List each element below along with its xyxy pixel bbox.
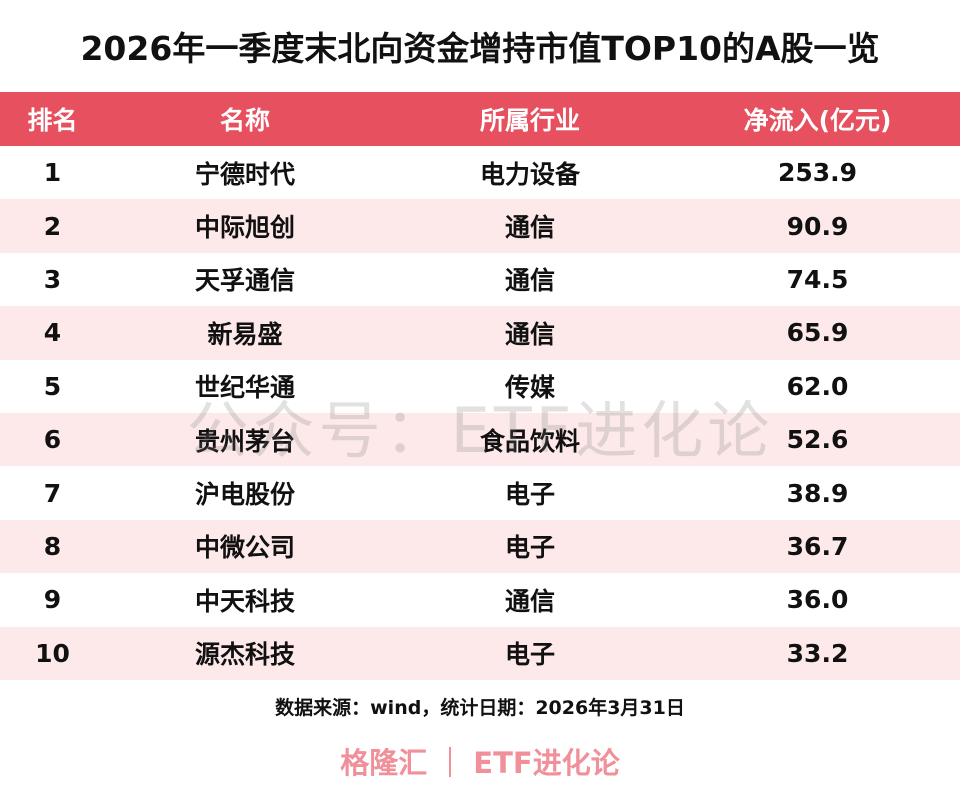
- table-row: 4 新易盛 通信 65.9: [0, 306, 960, 360]
- table-cell: 电子: [504, 480, 555, 510]
- separator: [449, 747, 452, 777]
- table-cell: 中天科技: [194, 586, 295, 616]
- footer-brand: 格隆汇: [340, 746, 428, 780]
- table-cell: 中际旭创: [194, 213, 295, 243]
- footer-account: ETF进化论: [473, 746, 620, 780]
- table-cell: 通信: [504, 266, 555, 296]
- table-row: 7 沪电股份 电子 38.9: [0, 466, 960, 519]
- table-cell: 沪电股份: [194, 480, 295, 510]
- table-cell: 中微公司: [194, 533, 295, 563]
- table-cell: 新易盛: [207, 319, 283, 349]
- table-cell: 8: [43, 531, 62, 561]
- table-cell: 38.9: [786, 478, 849, 508]
- table-cell: 90.9: [786, 211, 849, 241]
- table-cell: 通信: [504, 586, 555, 616]
- title: 2026年一季度末北向资金增持市值TOP10的A股一览: [80, 29, 880, 68]
- table-cell: 3: [43, 264, 62, 294]
- table-header: 排名 名称 所属行业 净流入(亿元): [0, 92, 960, 146]
- table-row: 3 天孚通信 通信 74.5: [0, 253, 960, 306]
- table-cell: 通信: [504, 319, 555, 349]
- table-cell: 4: [43, 318, 62, 348]
- table-cell: 天孚通信: [194, 266, 295, 296]
- table-cell: 62.0: [786, 371, 849, 401]
- table-row: 5 世纪华通 传媒 62.0: [0, 360, 960, 413]
- table-cell: 253.9: [777, 158, 858, 188]
- table-cell: 10: [35, 638, 70, 668]
- column-header: 排名: [27, 106, 78, 135]
- table-row: 6 贵州茅台 食品饮料 52.6: [0, 412, 960, 467]
- column-header: 净流入(亿元): [743, 106, 892, 135]
- table-row: 1 宁德时代 电力设备 253.9: [0, 146, 960, 199]
- table-cell: 36.7: [786, 531, 849, 561]
- table-cell: 电子: [504, 533, 555, 563]
- table-cell: 宁德时代: [194, 159, 295, 189]
- table-cell: 贵州茅台: [194, 426, 295, 456]
- table-cell: 36.0: [786, 585, 849, 615]
- table-cell: 电子: [504, 640, 555, 670]
- source-note: 数据来源：wind，统计日期：2026年3月31日: [275, 697, 685, 719]
- table-cell: 9: [43, 585, 62, 615]
- table-cell: 65.9: [786, 318, 849, 348]
- table-cell: 通信: [504, 213, 555, 243]
- table-row: 2 中际旭创 通信 90.9: [0, 199, 960, 253]
- table-cell: 7: [43, 478, 62, 508]
- table-cell: 世纪华通: [194, 373, 295, 403]
- table: 排名 名称 所属行业 净流入(亿元) 1 宁德时代 电力设备 253.9 2 中际旭创 通信 90.…: [0, 92, 960, 680]
- table-cell: 源杰科技: [194, 640, 295, 670]
- column-header: 所属行业: [479, 106, 580, 135]
- table-row: 8 中微公司 电子 36.7: [0, 519, 960, 574]
- table-row: 10 源杰科技 电子 33.2: [0, 626, 960, 680]
- table-cell: 5: [43, 371, 62, 401]
- footer: 格隆汇 ETF进化论: [0, 740, 960, 782]
- table-cell: 1: [43, 158, 62, 188]
- table-cell: 52.6: [786, 425, 849, 455]
- table-cell: 2: [43, 211, 62, 241]
- column-header: 名称: [219, 106, 270, 135]
- table-cell: 传媒: [504, 373, 555, 403]
- table-cell: 电力设备: [479, 159, 580, 189]
- table-cell: 74.5: [786, 264, 849, 294]
- table-row: 9 中天科技 通信 36.0: [0, 573, 960, 626]
- table-cell: 6: [43, 425, 62, 455]
- table-cell: 33.2: [786, 638, 849, 668]
- table-cell: 食品饮料: [479, 426, 580, 456]
